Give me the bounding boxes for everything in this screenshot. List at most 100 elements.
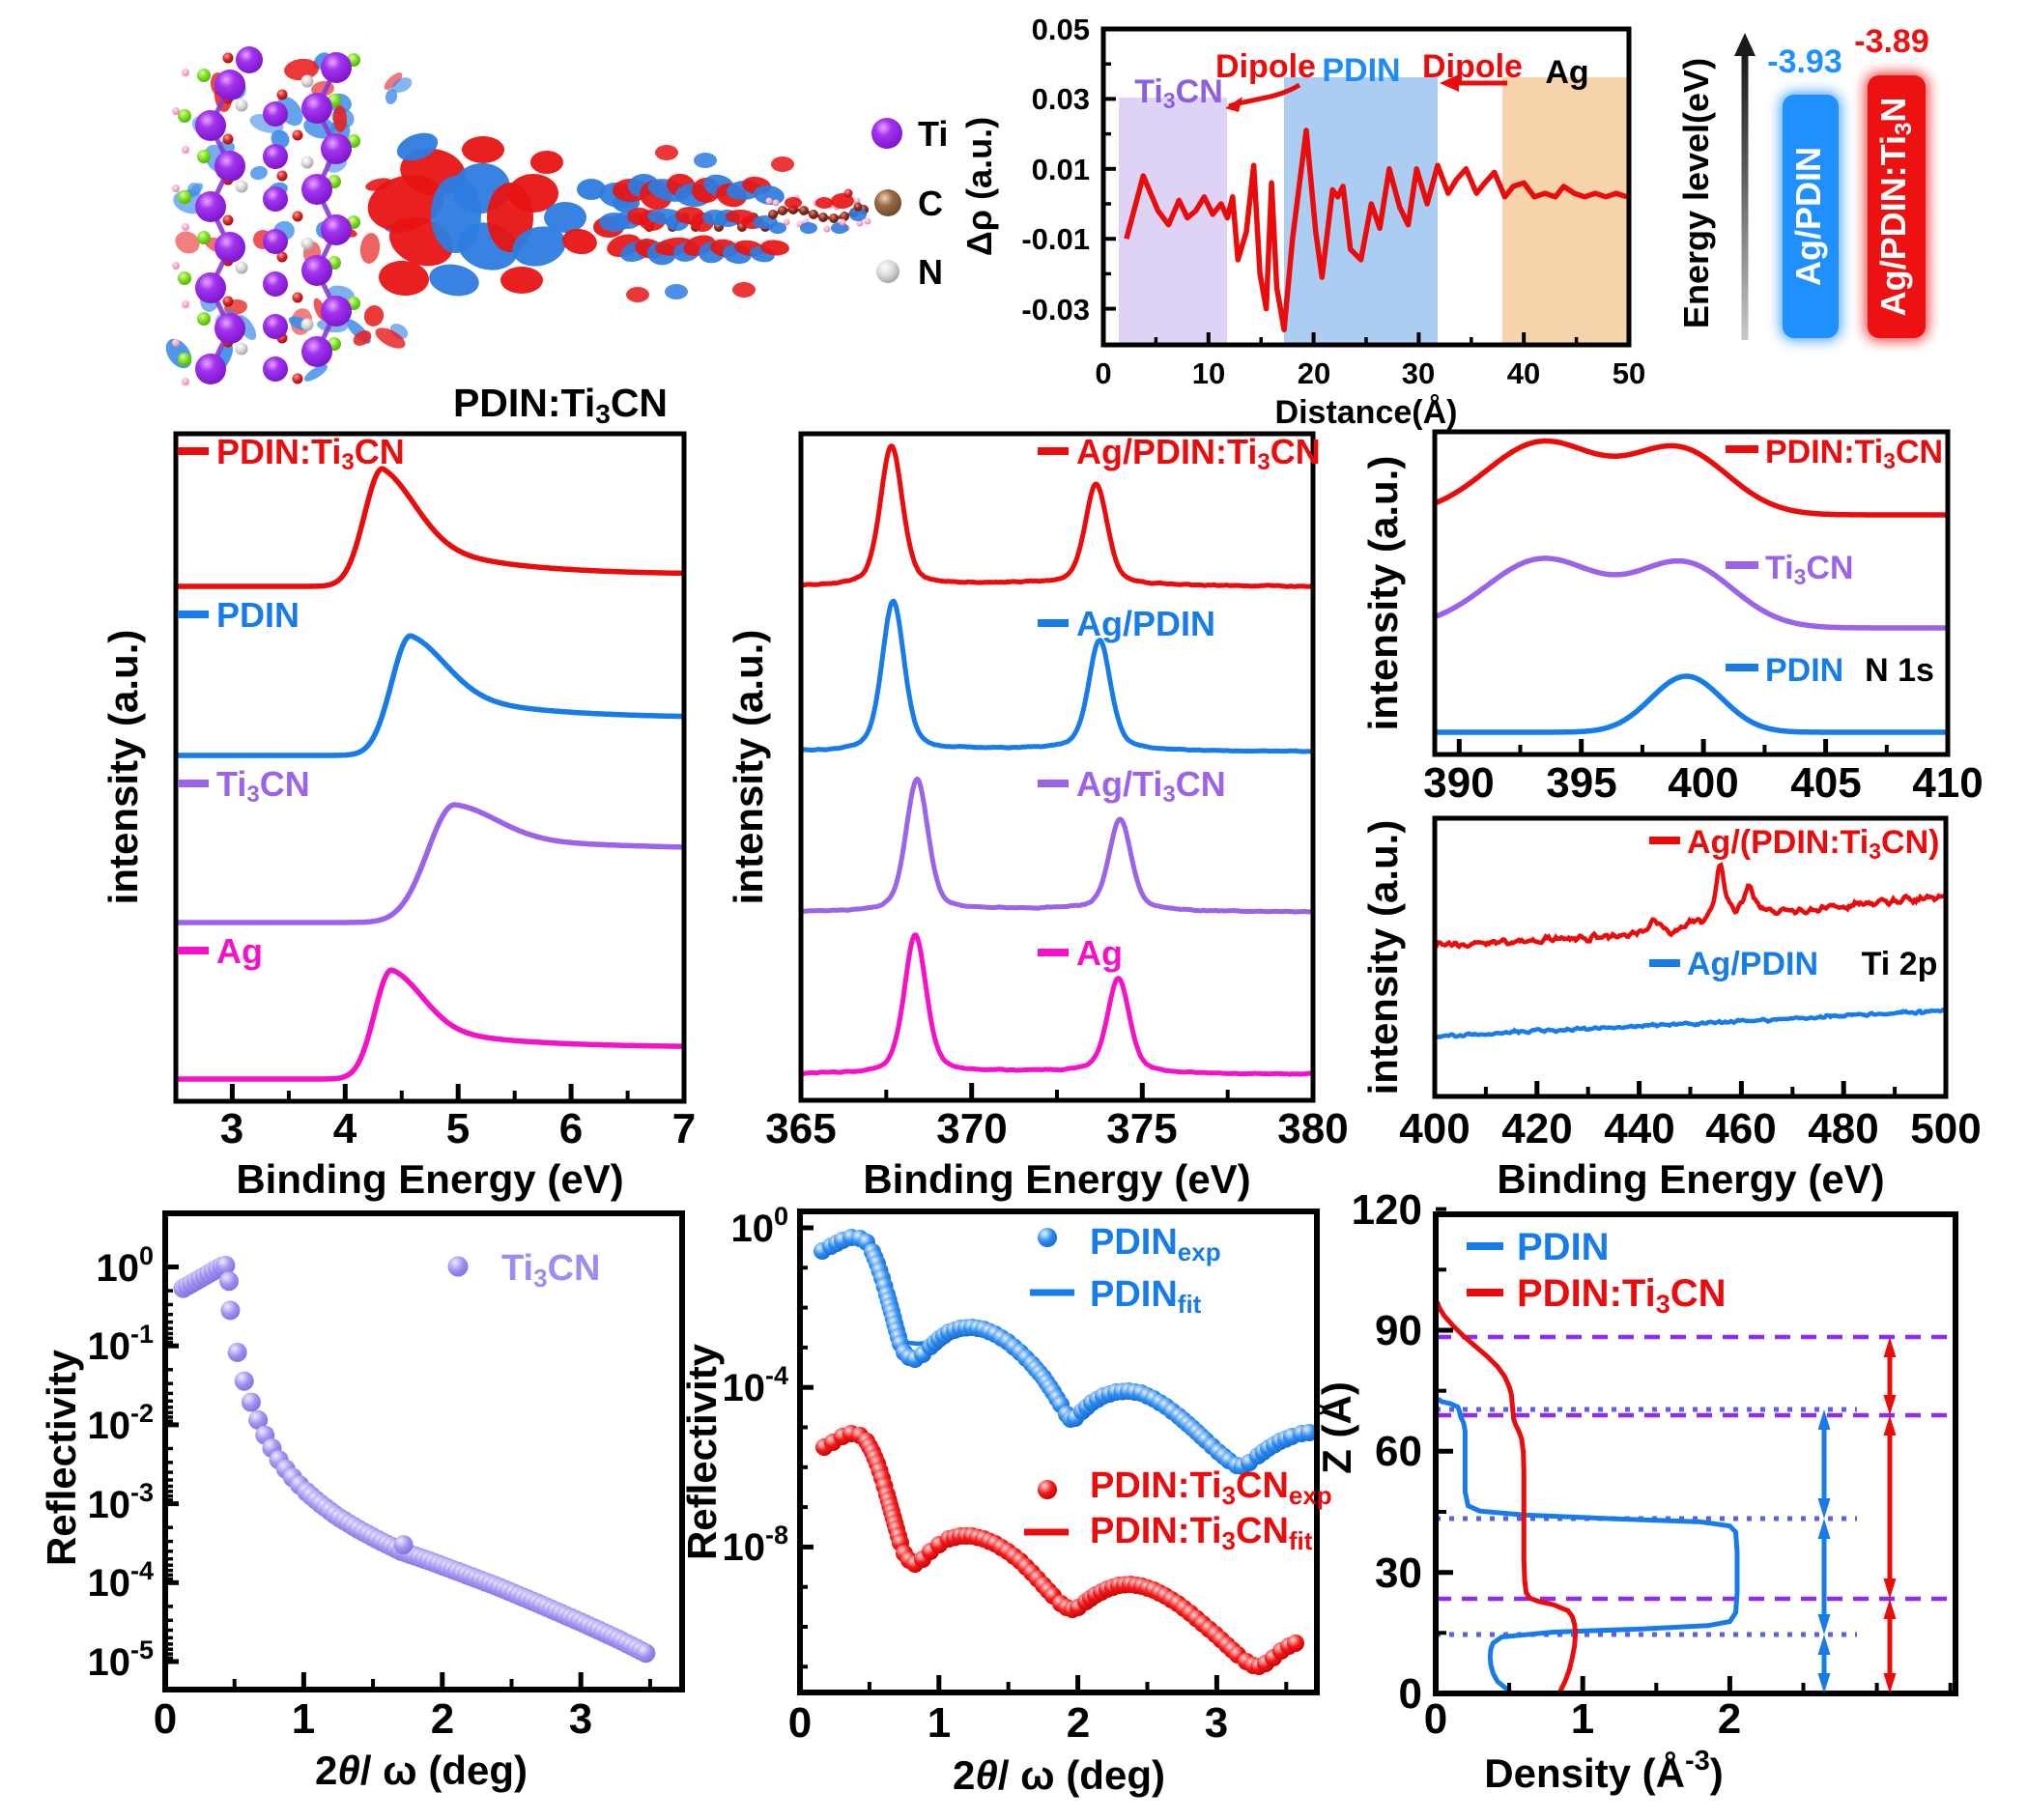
svg-text:Ti3​CN: Ti3​CN (501, 1248, 600, 1293)
svg-text:Reflectivity: Reflectivity (679, 1343, 725, 1560)
svg-text:Ag/PDIN: Ag/PDIN (1788, 147, 1828, 286)
svg-text:380: 380 (1277, 1105, 1348, 1152)
svg-text:390: 390 (1423, 759, 1494, 807)
svg-text:PDINexp​: PDINexp​ (1090, 1222, 1221, 1266)
svg-text:Ag/PDIN:Ti3​N: Ag/PDIN:Ti3​N (1873, 98, 1917, 317)
svg-text:2: 2 (1067, 1699, 1090, 1747)
svg-text:Ag: Ag (1076, 933, 1123, 973)
svg-text:Z (Å): Z (Å) (1314, 1381, 1359, 1474)
svg-text:Ti 2p: Ti 2p (1862, 946, 1938, 982)
svg-text:PDIN:Ti3​CNfit​: PDIN:Ti3​CNfit​ (1090, 1511, 1313, 1555)
svg-text:4: 4 (333, 1105, 357, 1152)
svg-text:100​: 100​ (730, 1202, 788, 1250)
svg-text:Δρ (a.u.): Δρ (a.u.) (959, 117, 999, 256)
svg-text:1: 1 (1571, 1695, 1594, 1743)
svg-text:395: 395 (1546, 759, 1616, 807)
svg-text:120: 120 (1352, 1186, 1422, 1234)
svg-text:2θ/ ω (deg): 2θ/ ω (deg) (315, 1748, 528, 1793)
svg-text:2: 2 (1718, 1695, 1741, 1743)
svg-text:Binding Energy (eV): Binding Energy (eV) (1497, 1156, 1884, 1202)
svg-text:370: 370 (936, 1105, 1007, 1152)
svg-text:Ag/PDIN:Ti3​CN: Ag/PDIN:Ti3​CN (1076, 432, 1321, 475)
svg-text:400: 400 (1399, 1105, 1470, 1152)
svg-text:0.01: 0.01 (1032, 153, 1090, 186)
svg-text:Energy level(eV): Energy level(eV) (1676, 58, 1716, 328)
svg-text:Ag: Ag (1545, 54, 1588, 91)
svg-text:10: 10 (1192, 356, 1225, 390)
svg-text:-0.01: -0.01 (1021, 222, 1090, 256)
svg-text:Ag/PDIN: Ag/PDIN (1687, 946, 1818, 982)
svg-text:PDIN:Ti3​CN: PDIN:Ti3​CN (1765, 434, 1943, 473)
svg-text:-3.93: -3.93 (1767, 43, 1842, 80)
svg-text:Ag/(PDIN:Ti3​CN): Ag/(PDIN:Ti3​CN) (1687, 824, 1939, 864)
svg-text:PDIN: PDIN (216, 595, 300, 635)
svg-text:N: N (918, 252, 943, 292)
svg-text:10-4​: 10-4​ (722, 1361, 788, 1409)
svg-text:PDIN: PDIN (1765, 652, 1843, 689)
svg-text:90: 90 (1375, 1307, 1422, 1354)
svg-text:-0.03: -0.03 (1021, 293, 1090, 327)
svg-text:Ti: Ti (918, 114, 948, 154)
svg-text:-3.89: -3.89 (1854, 23, 1929, 60)
svg-text:PDINfit​: PDINfit​ (1090, 1274, 1202, 1319)
svg-text:Dipole: Dipole (1422, 48, 1523, 85)
svg-text:6: 6 (559, 1105, 583, 1152)
svg-text:1: 1 (292, 1695, 315, 1743)
svg-text:3: 3 (220, 1105, 243, 1152)
svg-text:10-8​: 10-8​ (722, 1521, 788, 1569)
svg-text:375: 375 (1106, 1105, 1177, 1152)
svg-text:2θ/ ω (deg): 2θ/ ω (deg) (953, 1752, 1165, 1798)
svg-text:40: 40 (1507, 356, 1540, 390)
svg-text:500: 500 (1910, 1105, 1981, 1152)
svg-text:3: 3 (1205, 1699, 1228, 1747)
svg-text:PDIN:Ti3​CN: PDIN:Ti3​CN (216, 432, 405, 475)
svg-text:30: 30 (1402, 356, 1435, 390)
svg-text:PDIN:Ti3​CNexp​: PDIN:Ti3​CNexp​ (1090, 1465, 1332, 1510)
svg-text:10-1​: 10-1​ (87, 1320, 154, 1368)
svg-text:intensity (a.u.): intensity (a.u.) (100, 630, 146, 905)
svg-text:1: 1 (928, 1699, 951, 1747)
svg-text:100​: 100​ (96, 1241, 154, 1290)
svg-text:410: 410 (1912, 759, 1983, 807)
svg-text:365: 365 (765, 1105, 836, 1152)
svg-text:Distance(Å): Distance(Å) (1275, 394, 1458, 431)
svg-text:Ag/Ti3​CN: Ag/Ti3​CN (1076, 764, 1226, 808)
svg-text:intensity (a.u.): intensity (a.u.) (726, 630, 771, 905)
svg-text:Binding Energy (eV): Binding Energy (eV) (236, 1156, 623, 1202)
svg-text:2: 2 (431, 1695, 454, 1743)
svg-text:PDIN: PDIN (1322, 52, 1400, 89)
svg-text:400: 400 (1668, 759, 1738, 807)
svg-text:Dipole: Dipole (1215, 48, 1316, 85)
svg-text:Ti3​CN: Ti3​CN (216, 764, 310, 808)
svg-text:60: 60 (1375, 1428, 1422, 1475)
svg-text:420: 420 (1501, 1105, 1572, 1152)
svg-text:0: 0 (788, 1699, 812, 1747)
svg-text:C: C (918, 184, 943, 223)
svg-text:440: 440 (1604, 1105, 1674, 1152)
svg-text:Binding Energy (eV): Binding Energy (eV) (863, 1156, 1250, 1202)
svg-text:0: 0 (154, 1695, 177, 1743)
svg-text:Ti3​CN: Ti3​CN (1134, 73, 1223, 113)
svg-text:0: 0 (1424, 1695, 1447, 1743)
svg-text:50: 50 (1613, 356, 1645, 390)
svg-text:460: 460 (1705, 1105, 1776, 1152)
svg-text:7: 7 (672, 1105, 696, 1152)
svg-text:10-5​: 10-5​ (87, 1635, 154, 1684)
svg-text:Ag/PDIN: Ag/PDIN (1076, 604, 1215, 643)
svg-text:3: 3 (569, 1695, 592, 1743)
svg-text:30: 30 (1375, 1550, 1422, 1597)
svg-text:20: 20 (1298, 356, 1330, 390)
svg-text:PDIN: PDIN (1517, 1226, 1610, 1268)
svg-text:intensity (a.u.): intensity (a.u.) (1360, 820, 1406, 1095)
svg-text:N 1s: N 1s (1865, 652, 1934, 689)
svg-text:10-4​: 10-4​ (87, 1556, 154, 1605)
svg-text:Density (Å-3​): Density (Å-3​) (1484, 1746, 1724, 1796)
svg-text:10-2​: 10-2​ (87, 1399, 154, 1447)
svg-text:PDIN:Ti3​CN: PDIN:Ti3​CN (1517, 1272, 1727, 1319)
svg-text:Ti3​CN: Ti3​CN (1765, 550, 1854, 589)
svg-text:PDIN:Ti3​CN: PDIN:Ti3​CN (453, 381, 668, 429)
svg-text:Reflectivity: Reflectivity (39, 1349, 84, 1566)
svg-text:0.05: 0.05 (1032, 13, 1090, 46)
svg-text:0.03: 0.03 (1032, 82, 1090, 116)
svg-text:Ag: Ag (216, 931, 263, 971)
